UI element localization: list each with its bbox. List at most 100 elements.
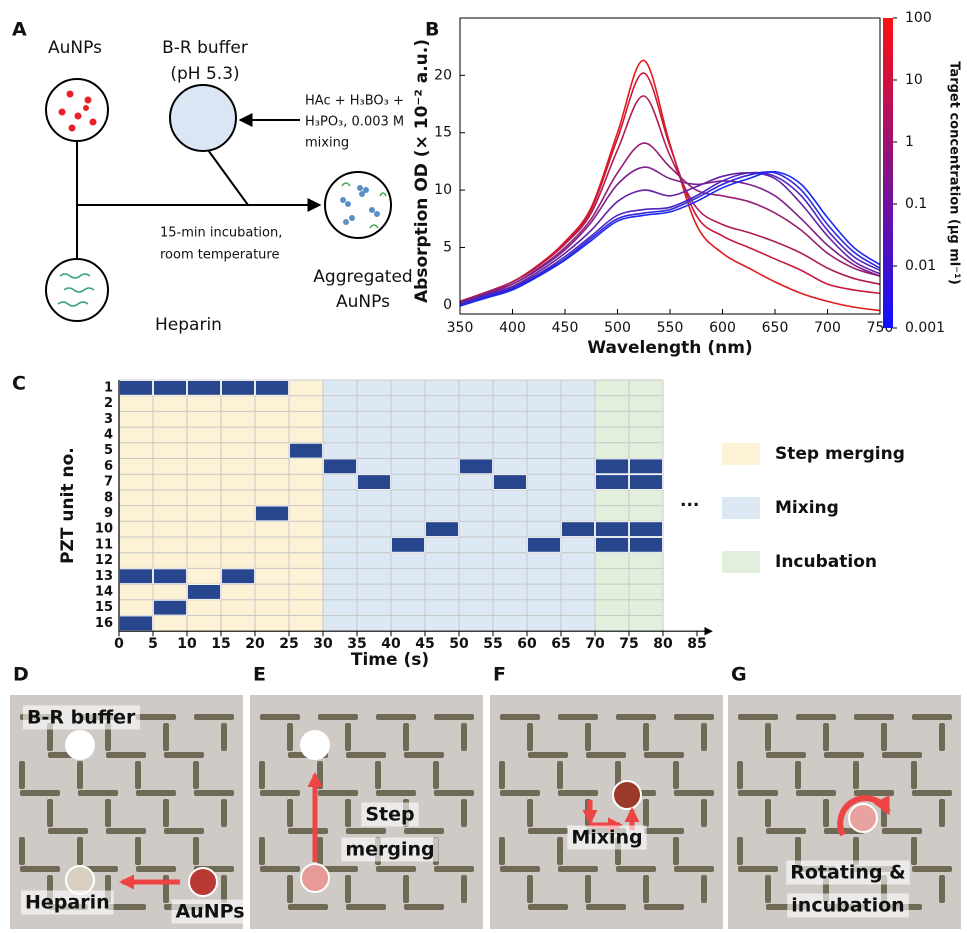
- electrode: [616, 866, 656, 872]
- photo-label: AuNPs: [175, 901, 244, 923]
- colorbar: [883, 18, 893, 328]
- photo-label: merging: [345, 839, 434, 861]
- actuation-block: [629, 537, 663, 553]
- electrode: [260, 714, 300, 720]
- electrode: [135, 837, 141, 865]
- panel-letter: A: [12, 19, 27, 41]
- colorbar-tick-label: 1: [905, 134, 914, 150]
- electrode: [912, 866, 952, 872]
- electrode: [163, 875, 169, 903]
- electrode: [585, 723, 591, 751]
- row-label: 12: [95, 553, 113, 568]
- electrode: [345, 875, 351, 903]
- electrode: [105, 799, 111, 827]
- electrode: [557, 837, 563, 865]
- actuation-block: [527, 537, 561, 553]
- electrode: [287, 723, 293, 751]
- electrode: [673, 761, 679, 789]
- photo-label: B-R buffer: [27, 707, 136, 729]
- row-label: 11: [95, 537, 113, 552]
- y-tick-label: 0: [443, 297, 452, 313]
- aggregated-dots: [340, 185, 380, 225]
- reagent-line: H₃PO₃, 0.003 M: [305, 115, 404, 130]
- actuation-block: [561, 521, 595, 537]
- electrode: [881, 723, 887, 751]
- actuation-block: [493, 474, 527, 490]
- electrode: [163, 799, 169, 827]
- legend-swatch: [722, 443, 760, 465]
- x-tick-label: 400: [499, 320, 526, 336]
- heparin-strands: [57, 273, 95, 307]
- electrode: [499, 837, 505, 865]
- electrode: [795, 761, 801, 789]
- electrode: [557, 761, 563, 789]
- x-tick-label: 75: [619, 636, 638, 652]
- rotation-arrow: [837, 795, 891, 837]
- y-tick-label: 5: [443, 239, 452, 255]
- electrode: [105, 723, 111, 751]
- electrode: [911, 837, 917, 865]
- label-backdrop: [21, 890, 114, 915]
- colorbar-tick-label: 10: [905, 72, 923, 88]
- photo-label: incubation: [791, 895, 904, 917]
- electrode: [643, 723, 649, 751]
- buffer-label: B-R buffer: [162, 38, 248, 58]
- aggregated-label: AuNPs: [336, 292, 390, 312]
- electrode: [403, 875, 409, 903]
- row-label: 4: [104, 427, 113, 442]
- panel-letter: E: [253, 664, 266, 686]
- electrode: [765, 723, 771, 751]
- actuation-block: [153, 599, 187, 616]
- electrode: [135, 761, 141, 789]
- x-tick-label: 0: [114, 636, 124, 652]
- electrode: [221, 799, 227, 827]
- x-tick-label: 30: [313, 636, 333, 652]
- heparin-well: [45, 258, 109, 322]
- electrode: [434, 866, 474, 872]
- row-label: 1: [104, 380, 113, 395]
- electrode: [644, 828, 684, 834]
- row-label: 9: [104, 506, 113, 521]
- x-tick-label: 10: [177, 636, 197, 652]
- aunps-well: [45, 78, 109, 142]
- photo-panel: F Mixing: [490, 664, 723, 929]
- aggregated-strands: [341, 182, 387, 229]
- panel-letter: B: [425, 19, 439, 41]
- electrode: [376, 866, 416, 872]
- electrode: [318, 714, 358, 720]
- photo-label: Step: [365, 804, 414, 826]
- actuation-block: [459, 458, 493, 475]
- actuation-block: [595, 537, 629, 553]
- actuation-block: [221, 380, 255, 396]
- electrode: [288, 904, 328, 910]
- actuation-block: [629, 458, 663, 475]
- y-axis-title: Absorption OD (× 10⁻² a.u.): [412, 39, 432, 303]
- row-label: 2: [104, 396, 113, 411]
- electrode: [674, 866, 714, 872]
- droplet: [65, 865, 95, 895]
- electrode: [674, 790, 714, 796]
- electrode: [674, 714, 714, 720]
- connector: [207, 149, 249, 206]
- electrode: [528, 752, 568, 758]
- electrode: [615, 761, 621, 789]
- electrode: [701, 723, 707, 751]
- electrode: [738, 790, 778, 796]
- colorbar-tick-label: 0.1: [905, 196, 927, 212]
- electrode: [461, 875, 467, 903]
- x-tick-label: 450: [552, 320, 579, 336]
- y-tick-label: 15: [434, 125, 452, 141]
- electrode: [461, 723, 467, 751]
- electrode: [404, 752, 444, 758]
- electrode: [287, 875, 293, 903]
- actuation-block: [425, 521, 459, 537]
- row-label: 3: [104, 412, 113, 427]
- electrode: [375, 761, 381, 789]
- panel-letter: G: [731, 664, 747, 686]
- electrode: [673, 837, 679, 865]
- actuation-block: [629, 521, 663, 537]
- droplet: [612, 780, 642, 810]
- actuation-block: [595, 474, 629, 490]
